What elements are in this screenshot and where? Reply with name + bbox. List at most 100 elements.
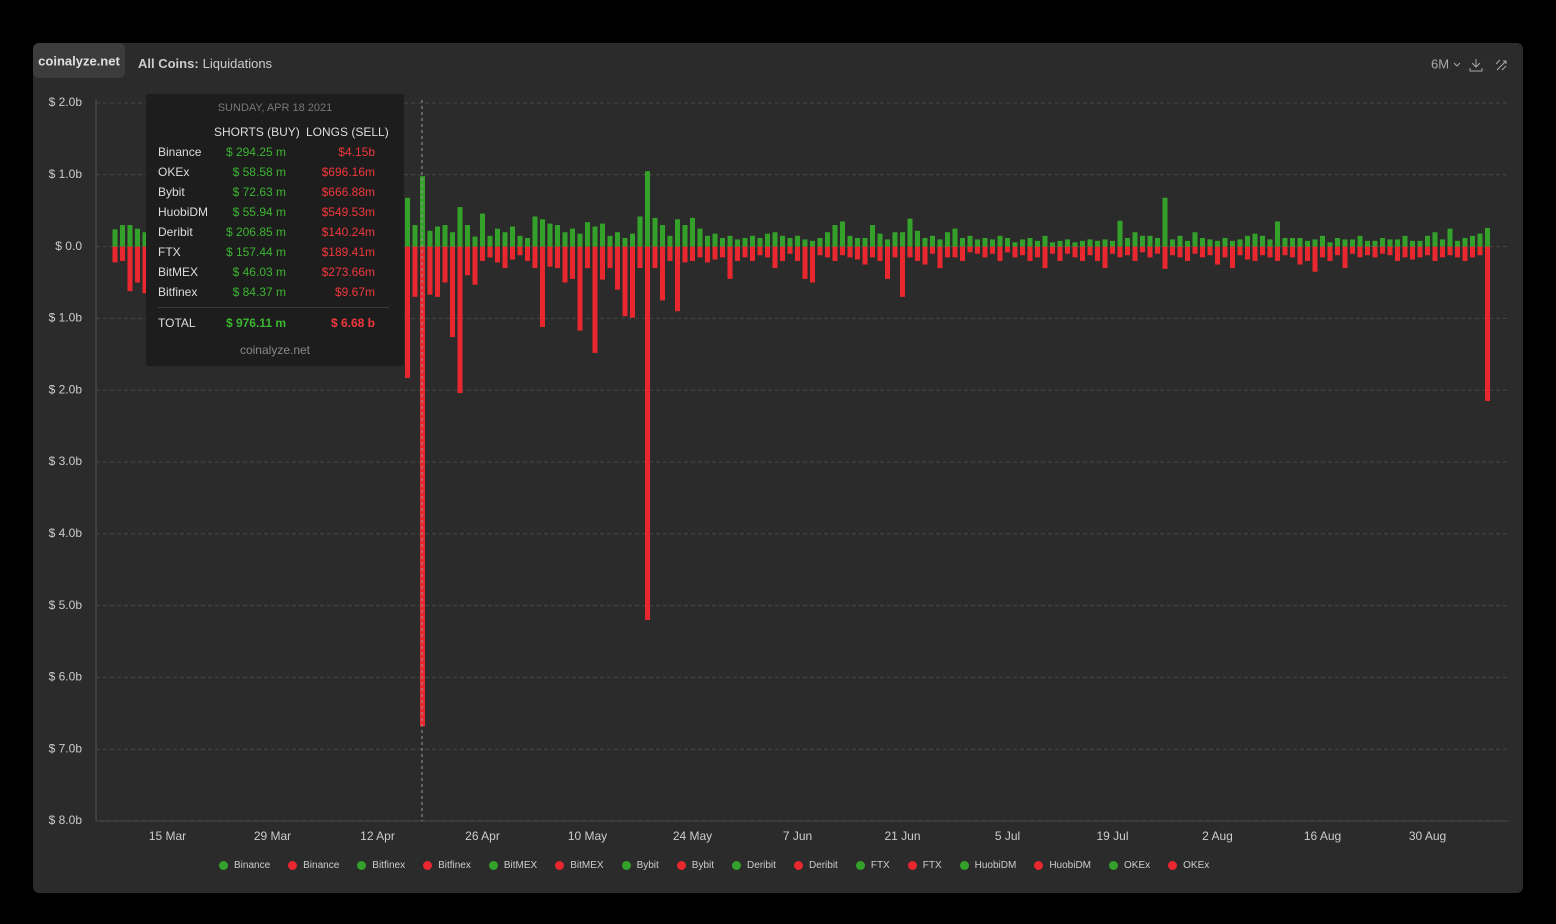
bar [817, 237, 823, 247]
bar [922, 237, 928, 247]
exchange: Bybit [158, 185, 185, 199]
bar [862, 246, 868, 265]
bar [547, 223, 553, 247]
bar [772, 246, 778, 269]
bar [840, 246, 845, 256]
x-tick-label: 2 Aug [1202, 829, 1233, 843]
bar [652, 217, 658, 247]
bar [765, 246, 770, 258]
bar [1087, 239, 1093, 247]
bar [990, 246, 995, 254]
bar [435, 246, 440, 297]
expand-icon[interactable] [1495, 59, 1507, 71]
legend-dot [288, 861, 298, 870]
bar [1410, 240, 1415, 247]
bar [450, 246, 455, 338]
bar [855, 237, 860, 247]
bar [1290, 246, 1295, 258]
bar [892, 232, 898, 247]
bar [1072, 242, 1078, 247]
bar [1155, 246, 1160, 254]
bar [517, 246, 523, 256]
bar [457, 207, 463, 247]
bar [1005, 246, 1010, 253]
bar [1012, 246, 1018, 258]
bar [735, 246, 740, 261]
tooltip-date: SUNDAY, APR 18 2021 [217, 102, 333, 114]
bar [697, 246, 703, 258]
longs-value: $140.24m [321, 225, 375, 239]
bar [952, 228, 958, 247]
bar [945, 246, 950, 258]
legend-label: Binance [303, 860, 340, 871]
tooltip-row: HuobiDM $ 55.94 m $549.53m [158, 205, 389, 225]
bar [1350, 246, 1355, 254]
bar [1290, 237, 1295, 247]
bar [802, 239, 808, 247]
bar [720, 237, 725, 247]
bar [922, 246, 928, 265]
bar [1372, 240, 1378, 247]
bar [727, 235, 733, 247]
legend: Binance Binance Bitfinex Bitfinex BitMEX BitM… [219, 860, 1209, 871]
bar [1365, 246, 1370, 256]
y-tick-label: $ 6.0b [49, 670, 83, 684]
bar [1215, 246, 1220, 265]
bar [1312, 246, 1318, 272]
legend-label: Bitfinex [372, 860, 406, 871]
legend-item: OKEx [1168, 860, 1209, 871]
bar [135, 246, 140, 283]
bar [1222, 237, 1228, 247]
bar [1042, 235, 1048, 247]
bar [1372, 246, 1378, 258]
bar [1305, 246, 1310, 261]
legend-item: BitMEX [488, 860, 537, 871]
bar [135, 228, 140, 247]
bar [937, 246, 943, 269]
title: Liquidations [203, 56, 273, 71]
legend-item: HuobiDM [1034, 860, 1091, 871]
y-tick-label: $ 1.0b [49, 167, 83, 181]
bar [832, 246, 838, 261]
bar [1080, 246, 1085, 261]
range-button[interactable]: 6M [1431, 56, 1449, 71]
legend-label: Binance [234, 860, 271, 871]
scope: All Coins: [138, 56, 199, 71]
bar [600, 223, 605, 247]
bar [555, 246, 560, 269]
bar [1110, 240, 1115, 247]
bar [1387, 246, 1393, 256]
bar [630, 246, 635, 318]
bar [1297, 237, 1303, 247]
bar [900, 232, 905, 247]
bar [1380, 237, 1385, 247]
bar [495, 246, 500, 263]
bar [120, 246, 125, 261]
bar [975, 239, 980, 247]
legend-label: Deribit [747, 860, 776, 871]
shorts-value: $ 72.63 m [232, 185, 286, 199]
legend-item: Bitfinex [357, 860, 405, 871]
bar [967, 246, 973, 253]
bar [675, 246, 680, 312]
bar [1140, 246, 1145, 253]
bar [720, 246, 725, 258]
legend-label: OKEx [1183, 860, 1210, 871]
bar [1027, 246, 1033, 261]
legend-item: Deribit [732, 860, 776, 871]
bar [757, 237, 763, 247]
bar [525, 237, 530, 247]
y-tick-label: $ 2.0b [49, 382, 83, 396]
bar [1207, 246, 1213, 256]
bar [1020, 246, 1025, 256]
bar [1395, 239, 1400, 247]
bar [780, 235, 785, 247]
legend-label: HuobiDM [974, 860, 1017, 871]
download-icon[interactable] [1469, 59, 1483, 72]
bar [960, 246, 965, 261]
bar [1462, 246, 1468, 261]
bar [1050, 246, 1055, 254]
bar [757, 246, 763, 256]
bar [532, 216, 538, 247]
bar [1012, 242, 1018, 247]
